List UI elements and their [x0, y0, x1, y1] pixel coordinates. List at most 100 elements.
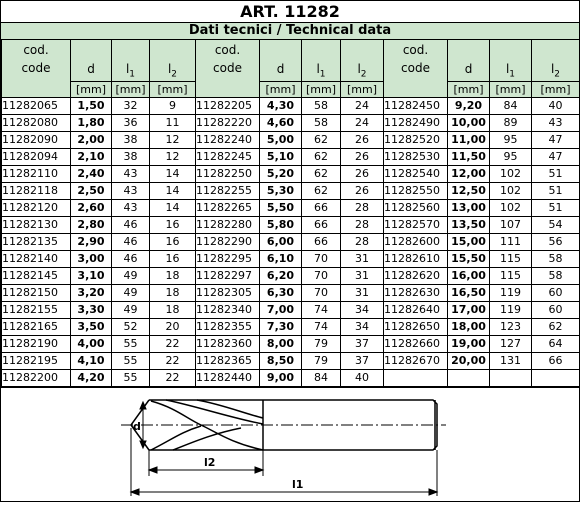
item-code: 11282295 [195, 250, 260, 268]
header-d: d [mm] [70, 39, 112, 98]
header-unit: [mm] [448, 81, 489, 97]
article-title: ART. 11282 [1, 1, 579, 23]
table-row: 11282110 2,40 43 14 11282250 5,20 62 26 11282540… [1, 165, 580, 183]
item-l2: 56 [531, 233, 580, 251]
item-diameter: 4,00 [70, 335, 112, 353]
empty-cell [383, 369, 448, 387]
item-l2: 64 [531, 335, 580, 353]
item-diameter: 9,20 [447, 97, 490, 115]
item-diameter: 4,60 [259, 114, 302, 132]
item-diameter: 9,00 [259, 369, 302, 387]
item-code: 11282640 [383, 301, 448, 319]
item-l1: 74 [301, 318, 341, 336]
item-l2: 34 [340, 318, 384, 336]
item-code: 11282305 [195, 284, 260, 302]
item-code: 11282610 [383, 250, 448, 268]
table-row: 11282080 1,80 36 11 11282220 4,60 58 24 11282490… [1, 114, 580, 132]
header-code: cod. code [383, 39, 448, 98]
item-l2: 28 [340, 233, 384, 251]
item-l1: 49 [111, 267, 150, 285]
header-code-line2: code [401, 61, 430, 75]
item-code: 11282650 [383, 318, 448, 336]
item-l1: 62 [301, 182, 341, 200]
item-diameter: 2,50 [70, 182, 112, 200]
item-l1: 55 [111, 352, 150, 370]
item-l2: 40 [531, 97, 580, 115]
item-diameter: 2,00 [70, 131, 112, 149]
header-d-symbol: d [276, 62, 285, 76]
item-code: 11282065 [1, 97, 71, 115]
header-code: cod. code [1, 39, 71, 98]
item-code: 11282660 [383, 335, 448, 353]
item-code: 11282094 [1, 148, 71, 166]
item-diameter: 7,00 [259, 301, 302, 319]
item-l2: 28 [340, 216, 384, 234]
item-l1: 52 [111, 318, 150, 336]
item-code: 11282220 [195, 114, 260, 132]
item-code: 11282520 [383, 131, 448, 149]
table-row: 11282195 4,10 55 22 11282365 8,50 79 37 11282670… [1, 352, 580, 370]
item-code: 11282530 [383, 148, 448, 166]
item-l2: 22 [149, 335, 196, 353]
item-code: 11282190 [1, 335, 71, 353]
item-l2: 12 [149, 148, 196, 166]
item-code: 11282200 [1, 369, 71, 387]
item-code: 11282155 [1, 301, 71, 319]
item-l2: 31 [340, 250, 384, 268]
item-l2: 16 [149, 250, 196, 268]
item-l2: 54 [531, 216, 580, 234]
item-code: 11282245 [195, 148, 260, 166]
header-l2: l2 [mm] [531, 39, 580, 98]
item-l1: 43 [111, 182, 150, 200]
header-unit: [mm] [150, 81, 195, 97]
item-diameter: 5,80 [259, 216, 302, 234]
item-l2: 31 [340, 267, 384, 285]
item-code: 11282150 [1, 284, 71, 302]
item-l1: 70 [301, 250, 341, 268]
item-code: 11282130 [1, 216, 71, 234]
table-row: 11282140 3,00 46 16 11282295 6,10 70 31 11282610… [1, 250, 580, 268]
table-row: 11282155 3,30 49 18 11282340 7,00 74 34 11282640… [1, 301, 580, 319]
item-l1: 74 [301, 301, 341, 319]
item-diameter: 15,50 [447, 250, 490, 268]
item-diameter: 15,00 [447, 233, 490, 251]
item-code: 11282240 [195, 131, 260, 149]
item-l2: 40 [340, 369, 384, 387]
item-l2: 9 [149, 97, 196, 115]
item-l2: 60 [531, 284, 580, 302]
item-code: 11282490 [383, 114, 448, 132]
item-diameter: 1,50 [70, 97, 112, 115]
item-l2: 34 [340, 301, 384, 319]
item-diameter: 4,20 [70, 369, 112, 387]
item-code: 11282140 [1, 250, 71, 268]
item-l1: 84 [489, 97, 532, 115]
item-diameter: 17,00 [447, 301, 490, 319]
item-l1: 123 [489, 318, 532, 336]
item-l2: 16 [149, 216, 196, 234]
item-l1: 32 [111, 97, 150, 115]
item-diameter: 12,00 [447, 165, 490, 183]
item-l1: 62 [301, 131, 341, 149]
item-l2: 22 [149, 352, 196, 370]
item-l1: 102 [489, 199, 532, 217]
item-diameter: 5,10 [259, 148, 302, 166]
item-diameter: 3,00 [70, 250, 112, 268]
item-l2: 24 [340, 97, 384, 115]
item-l2: 37 [340, 335, 384, 353]
item-l2: 18 [149, 301, 196, 319]
item-l2: 18 [149, 267, 196, 285]
item-diameter: 3,10 [70, 267, 112, 285]
header-code-line1: cod. [402, 43, 429, 57]
item-l1: 49 [111, 284, 150, 302]
header-l2: l2 [mm] [340, 39, 384, 98]
item-diameter: 6,10 [259, 250, 302, 268]
item-l1: 43 [111, 165, 150, 183]
item-l2: 26 [340, 182, 384, 200]
item-code: 11282440 [195, 369, 260, 387]
header-l1: l1 [mm] [111, 39, 150, 98]
header-code-line1: cod. [214, 43, 241, 57]
item-code: 11282340 [195, 301, 260, 319]
header-unit: [mm] [71, 81, 111, 97]
item-l2: 18 [149, 284, 196, 302]
header-unit: [mm] [341, 81, 383, 97]
